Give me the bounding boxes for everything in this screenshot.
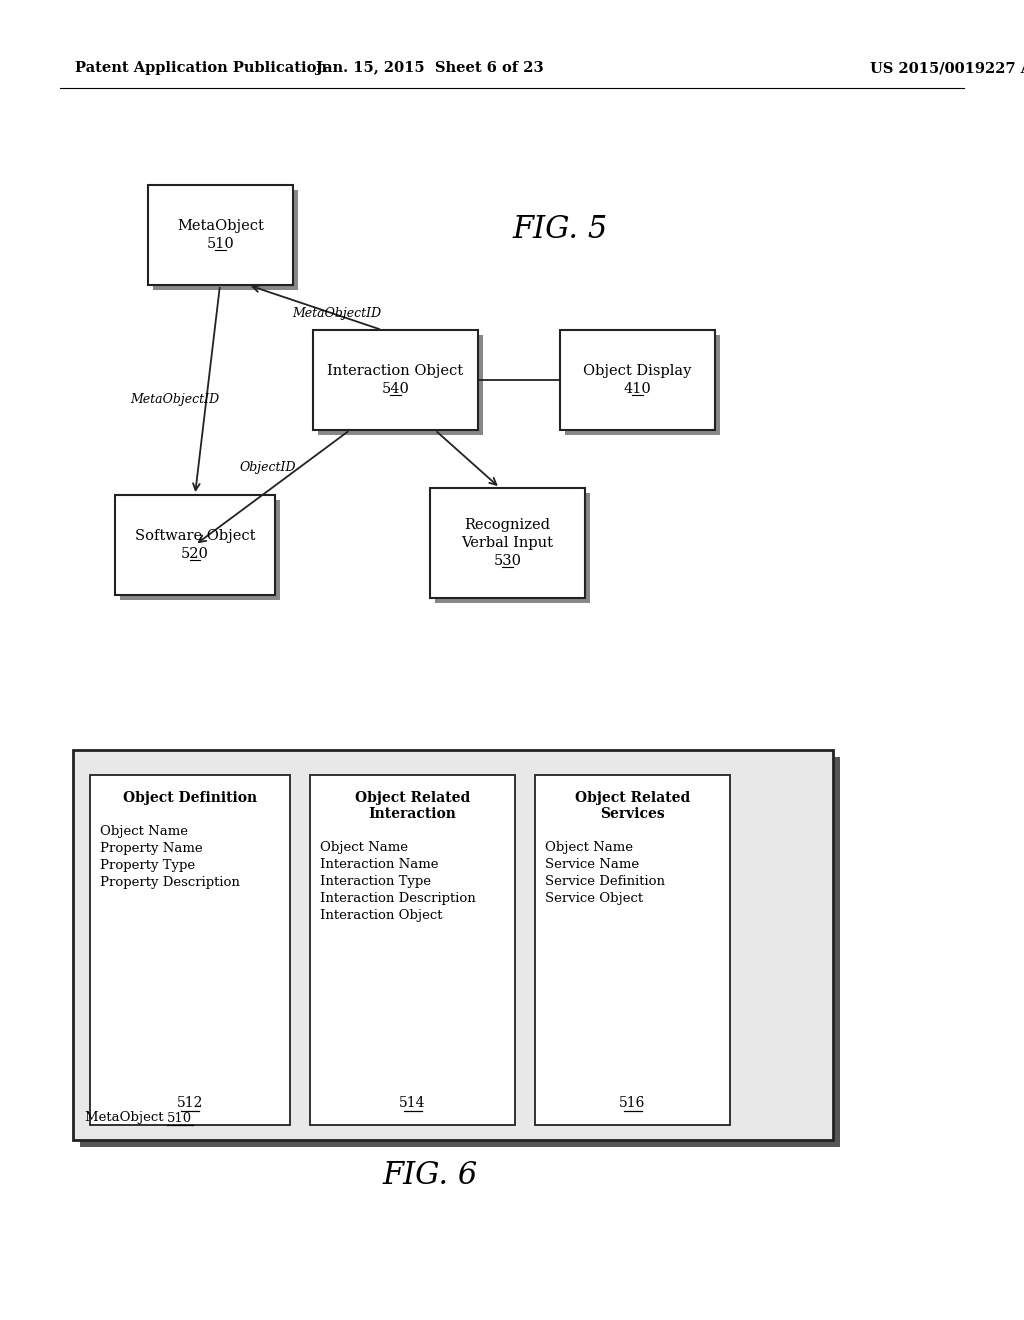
Text: 520: 520 bbox=[181, 546, 209, 561]
Text: 530: 530 bbox=[494, 554, 521, 568]
Text: Verbal Input: Verbal Input bbox=[462, 536, 554, 550]
Text: 514: 514 bbox=[399, 1096, 426, 1110]
Text: MetaObjectID: MetaObjectID bbox=[130, 393, 219, 407]
Text: ObjectID: ObjectID bbox=[240, 462, 297, 474]
Text: Interaction Description: Interaction Description bbox=[319, 892, 476, 906]
Text: MetaObject: MetaObject bbox=[177, 219, 264, 234]
Text: Property Description: Property Description bbox=[100, 876, 240, 888]
Bar bbox=[95, 780, 295, 1130]
Text: MetaObjectID: MetaObjectID bbox=[292, 306, 381, 319]
Text: Object Display: Object Display bbox=[584, 364, 691, 378]
Text: Interaction Name: Interaction Name bbox=[319, 858, 438, 871]
Bar bbox=[120, 500, 280, 601]
Text: Service Name: Service Name bbox=[545, 858, 639, 871]
Text: Interaction Object: Interaction Object bbox=[328, 364, 464, 378]
Text: Interaction: Interaction bbox=[369, 807, 457, 821]
Text: Interaction Type: Interaction Type bbox=[319, 875, 431, 888]
Bar bbox=[313, 330, 478, 430]
Text: Interaction Object: Interaction Object bbox=[319, 909, 442, 921]
Bar bbox=[153, 190, 298, 290]
Text: Patent Application Publication: Patent Application Publication bbox=[75, 61, 327, 75]
Bar bbox=[430, 488, 585, 598]
Text: Jan. 15, 2015  Sheet 6 of 23: Jan. 15, 2015 Sheet 6 of 23 bbox=[316, 61, 544, 75]
Bar bbox=[540, 780, 735, 1130]
Text: Object Related: Object Related bbox=[574, 791, 690, 805]
Text: Object Name: Object Name bbox=[100, 825, 188, 838]
Text: Service Object: Service Object bbox=[545, 892, 643, 906]
Text: Object Name: Object Name bbox=[545, 841, 633, 854]
Text: MetaObject: MetaObject bbox=[85, 1111, 168, 1125]
Text: 516: 516 bbox=[620, 1096, 646, 1110]
Bar bbox=[115, 495, 275, 595]
Bar bbox=[318, 335, 483, 436]
Text: Property Name: Property Name bbox=[100, 842, 203, 855]
Bar bbox=[90, 775, 290, 1125]
Text: 540: 540 bbox=[382, 381, 410, 396]
Bar bbox=[435, 492, 590, 603]
Text: 512: 512 bbox=[177, 1096, 203, 1110]
Bar bbox=[310, 775, 515, 1125]
Text: Software Object: Software Object bbox=[135, 529, 255, 543]
Text: Property Type: Property Type bbox=[100, 859, 196, 873]
Text: US 2015/0019227 A1: US 2015/0019227 A1 bbox=[870, 61, 1024, 75]
Text: Service Definition: Service Definition bbox=[545, 875, 665, 888]
Bar bbox=[565, 335, 720, 436]
Text: 510: 510 bbox=[167, 1111, 193, 1125]
Text: Recognized: Recognized bbox=[465, 517, 551, 532]
Bar bbox=[315, 780, 520, 1130]
Bar bbox=[560, 330, 715, 430]
Text: Object Name: Object Name bbox=[319, 841, 408, 854]
Text: Object Definition: Object Definition bbox=[123, 791, 257, 805]
Bar bbox=[80, 756, 840, 1147]
Text: FIG. 6: FIG. 6 bbox=[382, 1159, 477, 1191]
Text: 510: 510 bbox=[207, 238, 234, 251]
Text: Services: Services bbox=[600, 807, 665, 821]
Text: 410: 410 bbox=[624, 381, 651, 396]
Text: FIG. 5: FIG. 5 bbox=[512, 214, 607, 246]
Bar bbox=[535, 775, 730, 1125]
Bar bbox=[73, 750, 833, 1140]
Bar bbox=[148, 185, 293, 285]
Text: Object Related: Object Related bbox=[355, 791, 470, 805]
